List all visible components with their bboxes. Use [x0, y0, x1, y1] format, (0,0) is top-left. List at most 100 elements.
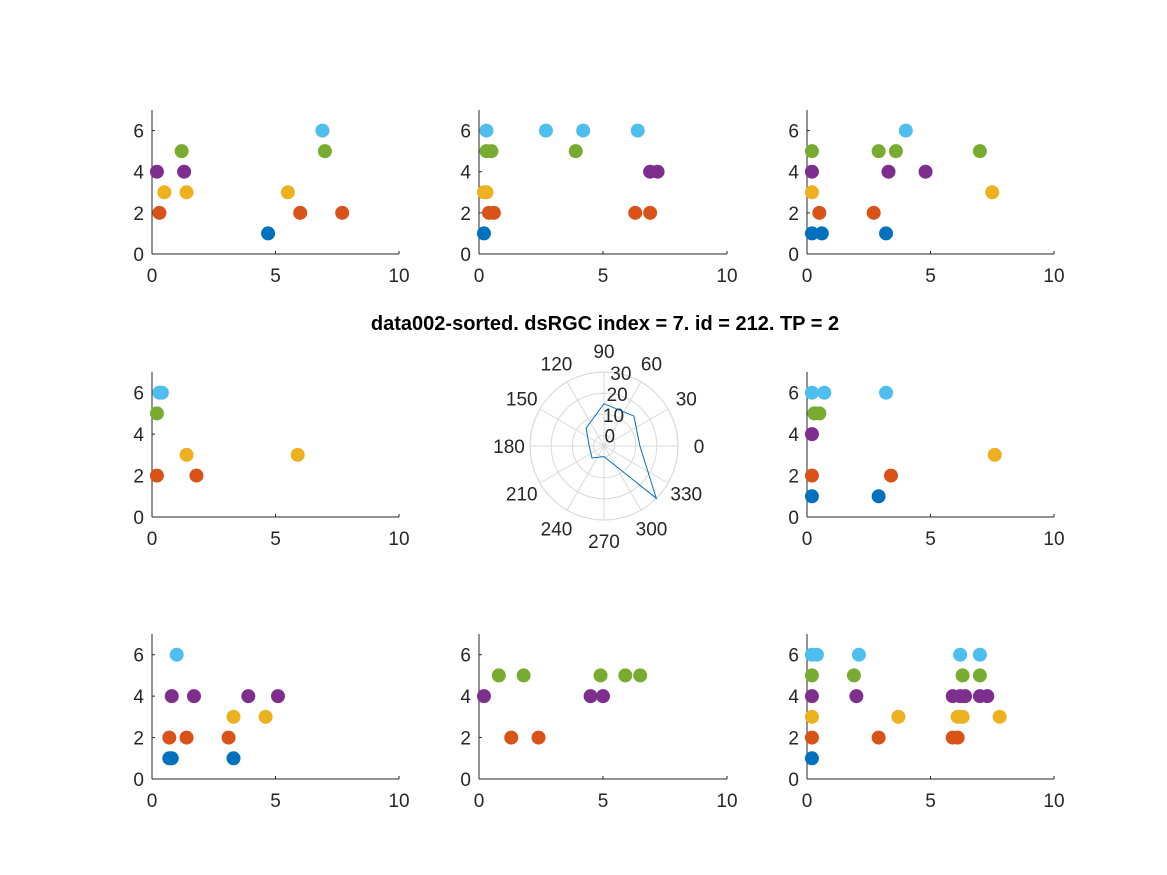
data-point — [804, 468, 819, 483]
y-tick-label: 4 — [133, 163, 144, 184]
data-point — [849, 689, 864, 704]
polar-angle-label: 0 — [694, 437, 705, 458]
data-point — [270, 689, 285, 704]
data-point — [152, 205, 167, 220]
data-point — [476, 689, 491, 704]
polar-radius-label: 30 — [610, 364, 631, 385]
data-point — [186, 689, 201, 704]
data-point — [162, 730, 177, 745]
y-tick-label: 6 — [460, 122, 471, 143]
y-tick-label: 2 — [460, 729, 471, 750]
x-tick-label: 5 — [925, 791, 936, 812]
x-tick-label: 0 — [802, 529, 813, 550]
polar-angle-label: 30 — [676, 390, 697, 411]
y-tick-label: 4 — [133, 425, 144, 446]
data-point — [568, 144, 583, 159]
data-point — [883, 468, 898, 483]
data-point — [851, 647, 866, 662]
data-point — [479, 123, 494, 138]
x-tick-label: 5 — [925, 266, 936, 287]
data-point — [804, 164, 819, 179]
data-point — [504, 730, 519, 745]
data-point — [804, 226, 819, 241]
y-tick-label: 0 — [460, 245, 471, 266]
data-point — [881, 164, 896, 179]
data-point — [484, 144, 499, 159]
data-point — [814, 226, 829, 241]
polar-angle-label: 60 — [641, 355, 662, 376]
polar-angle-label: 330 — [670, 485, 702, 506]
data-point — [804, 709, 819, 724]
scatter-panel-middle-right: 0 2 4 6 0 5 10 — [788, 372, 1065, 550]
data-point — [576, 123, 591, 138]
y-tick-label: 0 — [133, 770, 144, 791]
scatter-panel-top-center: 0 2 4 6 0 5 10 — [460, 110, 738, 287]
data-point — [179, 185, 194, 200]
data-point — [164, 689, 179, 704]
x-tick-label: 5 — [270, 791, 281, 812]
x-tick-label: 5 — [270, 529, 281, 550]
x-tick-label: 10 — [1043, 266, 1064, 287]
data-point — [241, 689, 256, 704]
x-tick-label: 10 — [388, 266, 409, 287]
data-point — [972, 144, 987, 159]
y-tick-label: 2 — [788, 467, 799, 488]
polar-spoke — [539, 445, 605, 484]
data-point — [804, 385, 819, 400]
x-tick-label: 10 — [388, 791, 409, 812]
x-tick-label: 10 — [716, 791, 737, 812]
data-point — [293, 205, 308, 220]
data-point — [486, 205, 501, 220]
y-tick-label: 2 — [788, 729, 799, 750]
x-tick-label: 10 — [716, 266, 737, 287]
data-point — [950, 730, 965, 745]
data-point — [953, 647, 968, 662]
polar-spoke — [539, 408, 605, 447]
data-point — [817, 385, 832, 400]
data-point — [918, 164, 933, 179]
x-tick-label: 0 — [474, 791, 485, 812]
polar-angle-label: 240 — [541, 519, 573, 540]
polar-angle-label: 120 — [541, 355, 573, 376]
data-point — [596, 689, 610, 704]
x-tick-label: 5 — [270, 266, 281, 287]
y-tick-label: 0 — [460, 770, 471, 791]
scatter-panel-top-left: 0 2 4 6 0 5 10 — [133, 110, 410, 287]
data-point — [618, 668, 633, 683]
scatter-panel-bottom-left: 0 2 4 6 0 5 10 — [133, 634, 410, 812]
y-tick-label: 6 — [788, 646, 799, 667]
polar-spoke — [603, 445, 669, 484]
x-tick-label: 0 — [802, 791, 813, 812]
data-point — [980, 689, 995, 704]
y-tick-label: 2 — [133, 729, 144, 750]
data-point — [628, 205, 643, 220]
y-tick-label: 4 — [788, 163, 799, 184]
polar-spoke — [603, 381, 642, 447]
y-tick-label: 0 — [133, 245, 144, 266]
polar-spoke — [566, 445, 605, 511]
data-point — [879, 226, 894, 241]
data-point — [179, 730, 194, 745]
data-point — [891, 709, 906, 724]
data-point — [258, 709, 273, 724]
data-point — [479, 185, 494, 200]
polar-angle-label: 90 — [593, 342, 614, 363]
x-tick-label: 0 — [474, 266, 485, 287]
data-point — [226, 709, 241, 724]
x-tick-label: 10 — [1043, 529, 1064, 550]
y-tick-label: 0 — [788, 245, 799, 266]
data-point — [846, 668, 861, 683]
data-point — [630, 123, 645, 138]
data-point — [804, 185, 819, 200]
data-point — [516, 668, 531, 683]
data-point — [179, 447, 194, 462]
polar-radius-label: 0 — [605, 427, 616, 448]
y-tick-label: 2 — [788, 204, 799, 225]
x-tick-label: 5 — [598, 266, 609, 287]
data-point — [476, 226, 491, 241]
y-tick-label: 2 — [133, 467, 144, 488]
data-point — [958, 689, 973, 704]
x-tick-label: 10 — [1043, 791, 1064, 812]
data-point — [335, 205, 350, 220]
